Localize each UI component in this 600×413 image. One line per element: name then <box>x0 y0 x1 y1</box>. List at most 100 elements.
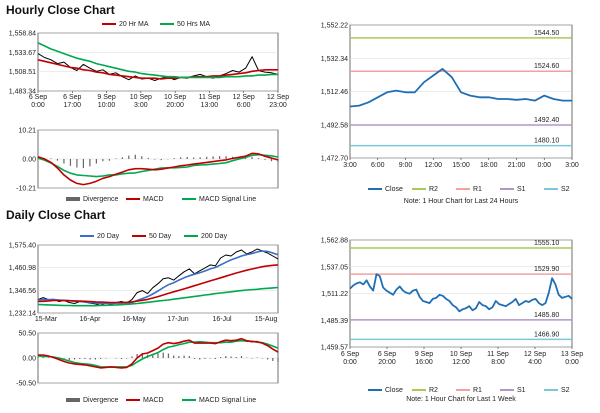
hourly-price-xtick: 6 Sep 17:00 <box>63 94 81 109</box>
daily-price-series <box>37 286 279 307</box>
hourly-close-legend-label: S1 <box>517 186 526 193</box>
daily-price-xtick: 15-Aug <box>255 316 278 323</box>
daily-price-ytick: 1,460.98 <box>9 265 36 272</box>
hourly-macd-ytick: -10.21 <box>16 186 36 193</box>
hourly-close-legend-label: R2 <box>429 186 438 193</box>
daily-macd-legend-swatch <box>66 398 80 402</box>
hourly-close-level-label: 1480.10 <box>534 138 559 145</box>
daily-close-legend-label: R1 <box>473 387 482 394</box>
daily-close-xtick: 9 Sep 16:00 <box>415 351 433 366</box>
hourly-close-level-label: 1492.40 <box>534 117 559 124</box>
hourly-close-ytick: 1,512.46 <box>321 89 348 96</box>
daily-close-legend-label: S1 <box>517 387 526 394</box>
hourly-close-legend-label: Close <box>385 186 403 193</box>
hourly-price-xtick: 12 Sep 6:00 <box>233 94 255 109</box>
daily-price-xtick: 16-May <box>122 316 146 323</box>
daily-price-legend-label: 20 Day <box>97 233 120 240</box>
hourly-close-legend-label: R1 <box>473 186 482 193</box>
daily-close-xtick: 13 Sep 0:00 <box>561 351 583 366</box>
hourly-macd-ytick: 10.21 <box>18 128 36 135</box>
daily-price-series <box>37 264 279 304</box>
daily-close-xtick: 11 Sep 8:00 <box>487 351 509 366</box>
daily-close-ytick: 1,562.88 <box>321 238 348 245</box>
hourly-close-level-label: 1544.50 <box>534 30 559 37</box>
hourly-close-ytick: 1,552.22 <box>321 23 348 30</box>
daily-close-ytick: 1,459.57 <box>321 345 348 352</box>
daily-macd-ytick: 0.00 <box>22 356 36 363</box>
daily-close-level-label: 1529.90 <box>534 266 559 273</box>
hourly-close-level-label: 1524.60 <box>534 63 559 70</box>
hourly-price-ytick: 1,483.34 <box>9 89 36 96</box>
hourly-macd-ytick: 0.00 <box>22 157 36 164</box>
daily-close-level-label: 1466.90 <box>534 331 559 338</box>
hourly-close-ytick: 1,532.34 <box>321 56 348 63</box>
hourly-price-ytick: 1,508.51 <box>9 69 36 76</box>
section-title-daily: Daily Close Chart <box>6 208 106 222</box>
section-title-hourly: Hourly Close Chart <box>6 3 115 17</box>
daily-price-legend-label: 50 Day <box>149 233 172 240</box>
hourly-price-frame <box>37 32 279 92</box>
hourly-close-xtick: 6:00 <box>371 162 385 169</box>
daily-close-legend-label: S2 <box>561 387 570 394</box>
daily-close-xtick: 12 Sep 4:00 <box>524 351 546 366</box>
hourly-close-note: Note: 1 Hour Chart for Last 24 Hours <box>404 198 519 205</box>
daily-close-xtick: 6 Sep 0:00 <box>341 351 359 366</box>
daily-price-legend-label: 200 Day <box>201 233 228 240</box>
daily-close-level-label: 1555.10 <box>534 240 559 247</box>
daily-close-legend-label: R2 <box>429 387 438 394</box>
hourly-close-xtick: 21:00 <box>508 162 526 169</box>
daily-price-ytick: 1,232.14 <box>9 311 36 318</box>
hourly-close-ytick: 1,492.58 <box>321 122 348 129</box>
daily-macd-legend-label: MACD Signal Line <box>199 397 256 404</box>
daily-price-ytick: 1,575.40 <box>9 243 36 250</box>
hourly-price-ytick: 1,533.67 <box>9 50 36 57</box>
hourly-price-ytick: 1,558.84 <box>9 31 36 38</box>
hourly-macd-legend-label: Divergence <box>83 196 119 203</box>
hourly-price-xtick: 6 Sep 0:00 <box>29 94 47 109</box>
daily-close-xtick: 10 Sep 12:00 <box>450 351 472 366</box>
hourly-price-xtick: 10 Sep 3:00 <box>130 94 152 109</box>
hourly-price-xtick: 11 Sep 13:00 <box>199 94 221 109</box>
hourly-close-xtick: 9:00 <box>399 162 413 169</box>
hourly-price-legend-label: 50 Hrs MA <box>177 21 210 28</box>
hourly-macd-line <box>37 152 279 186</box>
daily-macd-ytick: 50.50 <box>18 331 36 338</box>
daily-price-xtick: 16-Jul <box>212 316 232 323</box>
hourly-price-series <box>37 59 278 80</box>
hourly-price-xtick: 12 Sep 23:00 <box>267 94 289 109</box>
hourly-price-series <box>37 42 278 79</box>
daily-macd-legend-label: Divergence <box>83 397 119 404</box>
hourly-close-ytick: 1,472.70 <box>321 156 348 163</box>
hourly-close-legend-label: S2 <box>561 186 570 193</box>
daily-close-legend-label: Close <box>385 387 403 394</box>
hourly-close-xtick: 3:00 <box>343 162 357 169</box>
daily-price-xtick: 16-Apr <box>79 316 101 323</box>
hourly-close-xtick: 12:00 <box>424 162 442 169</box>
hourly-macd-legend-label: MACD Signal Line <box>199 196 256 203</box>
hourly-macd-signal <box>37 153 279 178</box>
daily-close-close-line <box>349 273 573 313</box>
daily-price-xtick: 17-Jun <box>167 316 189 323</box>
daily-close-ytick: 1,537.05 <box>321 264 348 271</box>
daily-close-level-label: 1485.80 <box>534 312 559 319</box>
hourly-close-xtick: 18:00 <box>480 162 498 169</box>
hourly-close-xtick: 3:00 <box>565 162 579 169</box>
hourly-close-xtick: 0:00 <box>537 162 551 169</box>
daily-macd-signal <box>37 339 279 368</box>
hourly-close-close-line <box>349 68 572 108</box>
daily-macd-ytick: -50.50 <box>16 381 36 388</box>
daily-close-ytick: 1,485.39 <box>321 318 348 325</box>
daily-close-ytick: 1,511.22 <box>321 291 348 298</box>
daily-price-xtick: 15-Mar <box>35 316 58 323</box>
daily-close-note: Note: 1 Hour Chart for Last 1 Week <box>406 396 516 403</box>
hourly-price-legend-label: 20 Hr MA <box>119 21 149 28</box>
hourly-price-xtick: 9 Sep 10:00 <box>97 94 115 109</box>
hourly-close-xtick: 15:00 <box>452 162 470 169</box>
daily-macd-legend-label: MACD <box>143 397 164 404</box>
daily-macd-line <box>38 337 279 369</box>
daily-close-xtick: 6 Sep 20:00 <box>378 351 396 366</box>
daily-price-ytick: 1,346.56 <box>9 288 36 295</box>
hourly-macd-legend-label: MACD <box>143 196 164 203</box>
hourly-macd-legend-swatch <box>66 197 80 201</box>
